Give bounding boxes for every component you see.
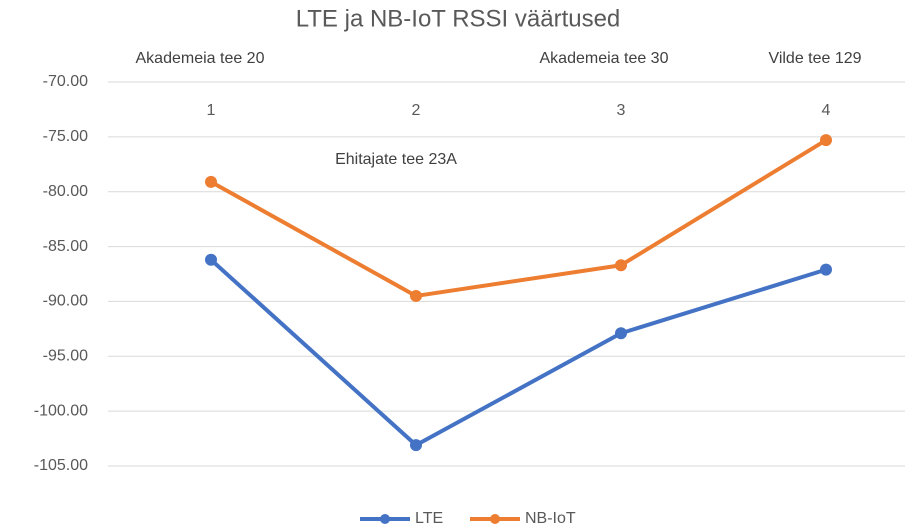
x-tick-label: 3 [617, 102, 626, 119]
annotation: Akademeia tee 20 [136, 50, 265, 67]
series-line [210, 138, 828, 298]
data-point [820, 134, 832, 147]
data-point [615, 259, 627, 272]
data-point [205, 175, 217, 188]
annotation: Vilde tee 129 [768, 50, 861, 67]
data-point [205, 253, 217, 266]
y-tick-label: -100.00 [34, 402, 88, 419]
legend-label: NB-IoT [525, 510, 576, 527]
y-tick-label: -85.00 [43, 238, 88, 255]
y-tick-label: -75.00 [43, 128, 88, 145]
x-tick-label: 1 [207, 102, 216, 119]
legend-marker [490, 514, 500, 524]
y-tick-label: -70.00 [43, 73, 88, 90]
legend-marker [380, 514, 390, 524]
x-tick-label: 4 [822, 102, 831, 119]
annotation: Akademeia tee 30 [540, 50, 669, 67]
y-tick-label: -80.00 [43, 183, 88, 200]
legend-label: LTE [415, 510, 443, 527]
x-tick-label: 2 [412, 102, 421, 119]
data-point [615, 327, 627, 340]
annotation: Ehitajate tee 23A [335, 151, 457, 168]
chart-title: LTE ja NB-IoT RSSI väärtused [296, 5, 621, 32]
series-line [209, 258, 827, 448]
data-point [410, 289, 422, 302]
y-tick-label: -105.00 [34, 457, 88, 474]
data-point [820, 263, 832, 276]
y-tick-label: -90.00 [43, 293, 88, 310]
data-point [410, 439, 422, 452]
y-tick-label: -95.00 [43, 348, 88, 365]
